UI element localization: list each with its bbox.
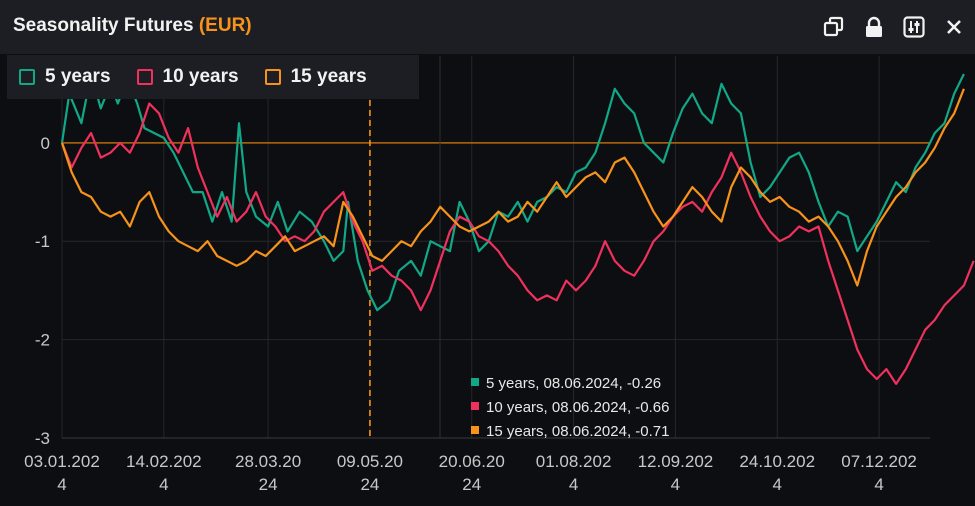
x-tick-label: 09.05.20: [337, 452, 403, 471]
legend-swatch-10-years: [136, 69, 153, 85]
x-tick-label-line2: 4: [671, 475, 680, 494]
y-tick-label: -2: [35, 331, 50, 350]
x-tick-label: 03.01.202: [24, 452, 100, 471]
legend-swatch-5-years: [19, 69, 35, 85]
legend-label-5-years: 5 years: [45, 66, 111, 87]
panel-title: Seasonality Futures (EUR): [13, 15, 252, 37]
x-tick-label-line2: 4: [57, 475, 66, 494]
x-tick-label-line2: 24: [259, 475, 278, 494]
lock-button[interactable]: [861, 14, 887, 40]
lock-icon: [866, 16, 882, 37]
x-tick-label-line2: 4: [569, 475, 578, 494]
legend-label-15-years: 15 years: [290, 66, 367, 87]
toolbar: [821, 14, 967, 40]
series-line-10-years: [60, 102, 975, 385]
x-tick-label: 01.08.202: [536, 452, 612, 471]
y-tick-label: -3: [35, 429, 50, 448]
settings-button[interactable]: [901, 14, 927, 40]
series-line-15-years: [60, 88, 965, 287]
y-tick-label: 0: [41, 134, 50, 153]
series-line-5-years: [60, 72, 965, 312]
tooltip-swatch: [471, 402, 479, 410]
x-tick-label: 12.09.202: [638, 452, 714, 471]
copy-icon: [823, 16, 844, 37]
title-text: Seasonality Futures: [13, 15, 194, 36]
legend-item-10-years[interactable]: 10 years: [136, 66, 239, 88]
copy-button[interactable]: [821, 14, 847, 40]
x-tick-label-line2: 4: [874, 475, 883, 494]
x-tick-label: 14.02.202: [126, 452, 202, 471]
close-button[interactable]: [941, 14, 967, 40]
x-tick-label: 28.03.20: [235, 452, 301, 471]
x-tick-label-line2: 24: [462, 475, 481, 494]
x-tick-label-line2: 4: [773, 475, 782, 494]
tooltip-swatch: [471, 426, 479, 434]
tooltip-swatch: [471, 378, 479, 386]
legend-swatch-15-years: [264, 69, 281, 85]
y-tick-label: -1: [35, 232, 50, 251]
sliders-icon: [903, 16, 925, 38]
x-tick-label-line2: 4: [159, 475, 168, 494]
x-tick-label: 24.10.202: [739, 452, 815, 471]
tooltip-entry: 10 years, 08.06.2024, -0.66: [486, 399, 669, 416]
tooltip-entry: 5 years, 08.06.2024, -0.26: [486, 375, 661, 392]
x-tick-label: 20.06.20: [439, 452, 505, 471]
x-tick-label-line2: 24: [360, 475, 379, 494]
title-unit: (EUR): [198, 15, 252, 36]
close-icon: [947, 20, 961, 34]
x-tick-label: 07.12.202: [841, 452, 917, 471]
panel-header: Seasonality Futures (EUR): [0, 0, 975, 54]
legend-label-10-years: 10 years: [162, 66, 239, 87]
legend-item-15-years[interactable]: 15 years: [264, 66, 367, 88]
tooltip-entry: 15 years, 08.06.2024, -0.71: [486, 423, 669, 440]
legend-item-5-years[interactable]: 5 years: [19, 66, 111, 88]
chart-legend: 5 years 10 years 15 years: [7, 55, 419, 99]
